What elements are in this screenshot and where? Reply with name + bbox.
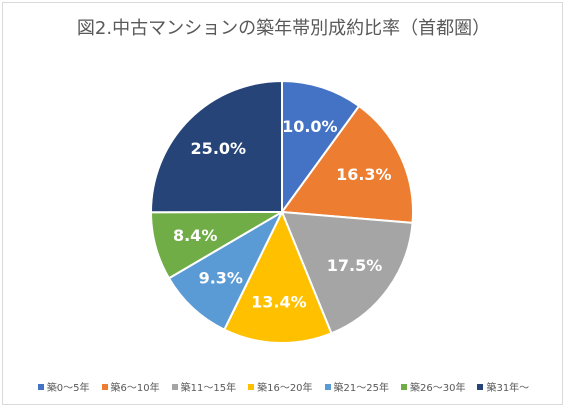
slice-data-label-4: 13.4% <box>251 292 307 311</box>
legend-label: 築21～25年 <box>333 383 389 394</box>
legend-swatch <box>248 383 255 390</box>
legend-label: 築6～10年 <box>110 383 160 394</box>
legend-item-2: 築6～10年 <box>101 379 160 394</box>
pie-labels: 10.0% 16.3% 17.5% 13.4% 9.3% 8.4% 25.0% <box>173 117 392 312</box>
slice-data-label-1: 10.0% <box>282 117 338 136</box>
pie-slice-2 <box>280 104 414 224</box>
pie-slice-3 <box>280 210 414 335</box>
chart-legend: 築0～5年 築6～10年 築11～15年 築16～20年 築21～25年 築26～30年 築… <box>0 379 567 394</box>
legend-item-4: 築16～20年 <box>248 379 313 394</box>
pie-slices <box>149 79 414 344</box>
slice-data-label-3: 17.5% <box>327 256 383 275</box>
legend-label: 築26～30年 <box>410 383 466 394</box>
pie-slice-5 <box>167 209 285 331</box>
chart-title: 図2.中古マンションの築年帯別成約比率（首都圏） <box>76 18 491 39</box>
legend-label: 築0～5年 <box>46 383 90 394</box>
legend-item-7: 築31年～ <box>477 379 529 394</box>
legend-swatch <box>101 383 108 390</box>
pie-slice-4 <box>222 209 333 344</box>
pie-slice-1 <box>281 79 361 216</box>
legend-swatch <box>171 383 178 390</box>
legend-swatch <box>477 383 484 390</box>
legend-swatch <box>37 383 44 390</box>
legend-item-3: 築11～15年 <box>171 379 237 394</box>
legend-label: 築16～20年 <box>257 383 313 394</box>
legend-swatch <box>324 383 331 390</box>
slice-data-label-6: 8.4% <box>173 226 217 245</box>
slice-data-label-5: 9.3% <box>199 268 243 287</box>
slice-data-label-2: 16.3% <box>336 165 392 184</box>
legend-item-5: 築21～25年 <box>324 379 389 394</box>
pie-slice-7 <box>149 79 283 214</box>
slice-data-label-7: 25.0% <box>191 139 247 158</box>
legend-label: 築31年～ <box>486 383 530 394</box>
legend-item-1: 築0～5年 <box>37 379 90 394</box>
legend-item-6: 築26～30年 <box>401 379 465 394</box>
legend-label: 築11～15年 <box>180 383 237 394</box>
legend-swatch <box>401 383 407 390</box>
